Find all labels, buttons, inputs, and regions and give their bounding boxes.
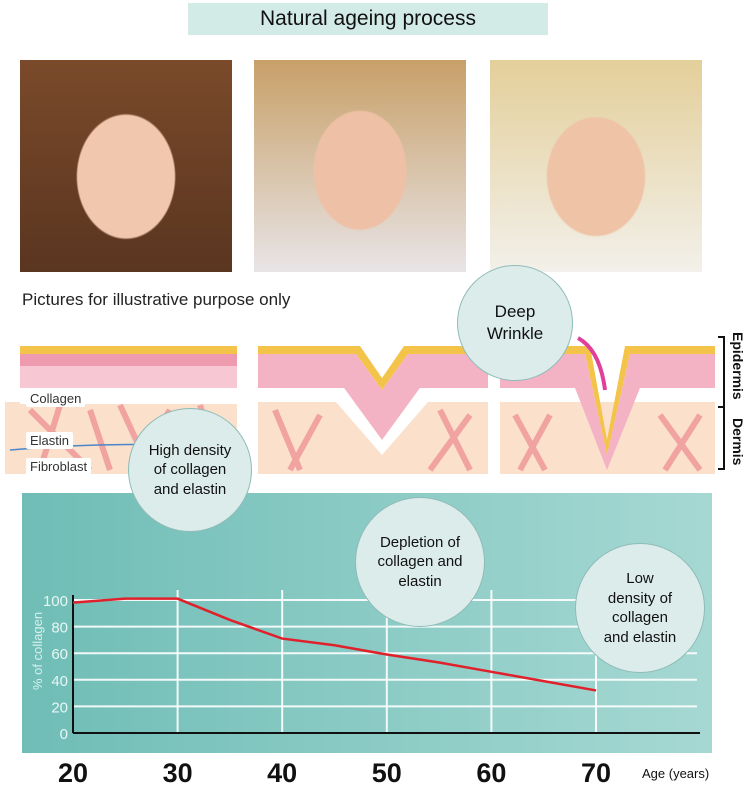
dermis-bracket xyxy=(718,406,725,470)
caption: Pictures for illustrative purpose only xyxy=(22,290,291,309)
label-elastin: Elastin xyxy=(26,432,74,449)
bubble-depletion: Depletion of collagen and elastin xyxy=(355,497,485,627)
y-tick-label: 40 xyxy=(51,673,68,690)
bubble-high-density: High density of collagen and elastin xyxy=(128,408,252,532)
x-tick-label: 60 xyxy=(476,758,507,788)
label-collagen: Collagen xyxy=(26,390,86,407)
dermis-label: Dermis xyxy=(730,418,746,466)
x-tick-label: 70 xyxy=(580,758,612,788)
photo-middle xyxy=(254,60,466,272)
x-tick-label: 30 xyxy=(162,758,193,788)
epidermis-label: Epidermis xyxy=(730,332,746,400)
photo-young xyxy=(20,60,232,272)
y-axis-label: % of collagen xyxy=(30,611,45,690)
x-tick-label: 40 xyxy=(267,758,298,788)
y-tick-label: 80 xyxy=(51,620,68,637)
bubble-low-density: Low density of collagen and elastin xyxy=(575,543,705,673)
y-tick-label: 20 xyxy=(51,699,68,716)
skin-panel-old xyxy=(500,336,715,474)
page-title: Natural ageing process xyxy=(188,3,548,35)
y-tick-label: 60 xyxy=(51,646,68,663)
x-tick-label: 50 xyxy=(371,758,402,788)
collagen-line xyxy=(72,597,597,692)
x-axis-label: Age (years) xyxy=(642,766,710,781)
bubble-deep-wrinkle: Deep Wrinkle xyxy=(457,265,573,381)
y-tick-label: 100 xyxy=(43,593,68,610)
label-fibroblast: Fibroblast xyxy=(26,458,92,475)
x-tick-label: 20 xyxy=(57,758,89,788)
y-tick-label: 0 xyxy=(60,726,68,743)
skin-panel-middle xyxy=(258,346,488,474)
photo-older xyxy=(490,60,702,272)
